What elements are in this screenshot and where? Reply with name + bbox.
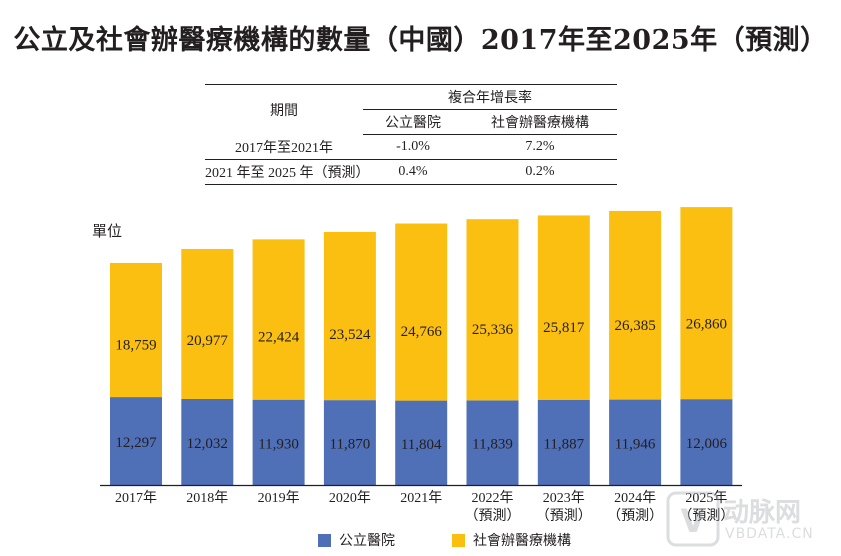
x-tick-label: （預測） <box>536 508 592 524</box>
period-cell: 2021 年至 2025 年（預測） <box>205 166 370 181</box>
col-header-public: 公立醫院 <box>363 109 463 135</box>
bar-private <box>680 207 733 400</box>
y-axis-label: 單位 <box>92 224 123 240</box>
bar-public <box>537 400 590 485</box>
table-row: 2017年至2021年 -1.0% 7.2% <box>205 134 617 160</box>
col-header-private: 社會辦醫療機構 <box>463 109 617 135</box>
private-cagr-cell: 7.2% <box>463 134 617 160</box>
x-tick-label: 2017年 <box>115 490 157 506</box>
public-cagr-cell: 0.4% <box>398 164 428 179</box>
data-label-private: 25,817 <box>543 320 585 336</box>
data-label-private: 22,424 <box>258 330 300 346</box>
bar-private <box>110 262 162 398</box>
bar-private <box>252 239 305 400</box>
x-tick-label: （預測） <box>607 508 663 524</box>
data-label-private: 23,524 <box>329 327 371 343</box>
bar-private <box>323 231 376 401</box>
legend-item-private: 社會辦醫療機構 <box>452 530 571 550</box>
data-label-private: 18,759 <box>115 337 156 353</box>
data-label-public: 12,032 <box>187 436 228 452</box>
data-label-public: 11,870 <box>330 437 371 453</box>
data-label-private: 26,385 <box>614 318 655 334</box>
private-cagr-cell: 0.2% <box>525 164 555 179</box>
chart-title: 公立及社會辦醫療機構的數量（中國）2017年至2025年（預測） <box>13 25 828 56</box>
data-label-public: 11,930 <box>258 436 299 452</box>
legend-swatch-private <box>452 533 465 547</box>
data-label-public: 11,946 <box>615 436 656 452</box>
period-header: 期間 <box>270 103 298 119</box>
svg-text:V: V <box>681 502 706 540</box>
legend-label-public: 公立醫院 <box>339 534 395 549</box>
period-cell: 2017年至2021年 <box>205 134 363 160</box>
x-tick-label: 2019年 <box>258 490 300 506</box>
bar-private <box>466 219 519 401</box>
x-tick-label: 2023年 <box>543 490 585 506</box>
bar-private <box>181 248 234 399</box>
x-tick-label: 2025年 <box>685 490 727 506</box>
x-tick-label: 2024年 <box>614 490 656 506</box>
watermark-en: VBDATA.CN <box>725 526 814 542</box>
data-label-private: 20,977 <box>187 333 229 349</box>
bar-private <box>537 215 590 401</box>
cagr-group-header: 複合年增長率 <box>363 84 617 110</box>
x-tick-label: （預測） <box>678 508 734 524</box>
legend-label-private: 社會辦醫療機構 <box>473 534 571 549</box>
bar-public <box>110 397 162 485</box>
cagr-table: 期間 複合年增長率 公立醫院 社會辦醫療機構 2017年至2021年 -1.0%… <box>205 84 617 185</box>
bar-private <box>609 210 662 400</box>
bar-public <box>680 399 733 485</box>
legend-swatch-public <box>318 533 331 547</box>
data-label-public: 11,887 <box>543 437 584 453</box>
legend-item-public: 公立醫院 <box>318 530 395 550</box>
watermark-cn: 动脉网 <box>723 498 802 528</box>
public-cagr-cell: -1.0% <box>363 134 463 160</box>
bar-public <box>395 400 448 485</box>
bar-private <box>395 223 448 401</box>
x-tick-label: 2022年 <box>472 490 514 506</box>
table-row: 2021 年至 2025 年（預測） 0.4% 0.2% <box>205 160 617 185</box>
data-label-public: 11,804 <box>401 437 442 453</box>
x-tick-label: （預測） <box>465 508 521 524</box>
bar-public <box>466 400 519 485</box>
data-label-private: 24,766 <box>401 324 443 340</box>
bar-public <box>181 398 234 485</box>
bar-public <box>609 399 662 485</box>
data-label-public: 12,006 <box>686 436 728 452</box>
watermark-logo-icon: V <box>666 491 720 547</box>
x-tick-label: 2020年 <box>329 490 371 506</box>
data-label-public: 12,297 <box>115 435 157 451</box>
watermark: V 动脉网 VBDATA.CN <box>665 490 830 548</box>
data-label-private: 25,336 <box>472 322 514 338</box>
data-label-private: 26,860 <box>686 316 727 332</box>
x-tick-label: 2018年 <box>186 490 228 506</box>
bar-public <box>323 400 376 485</box>
data-label-public: 11,839 <box>472 437 513 453</box>
bar-public <box>252 399 305 485</box>
x-tick-label: 2021年 <box>400 490 442 506</box>
